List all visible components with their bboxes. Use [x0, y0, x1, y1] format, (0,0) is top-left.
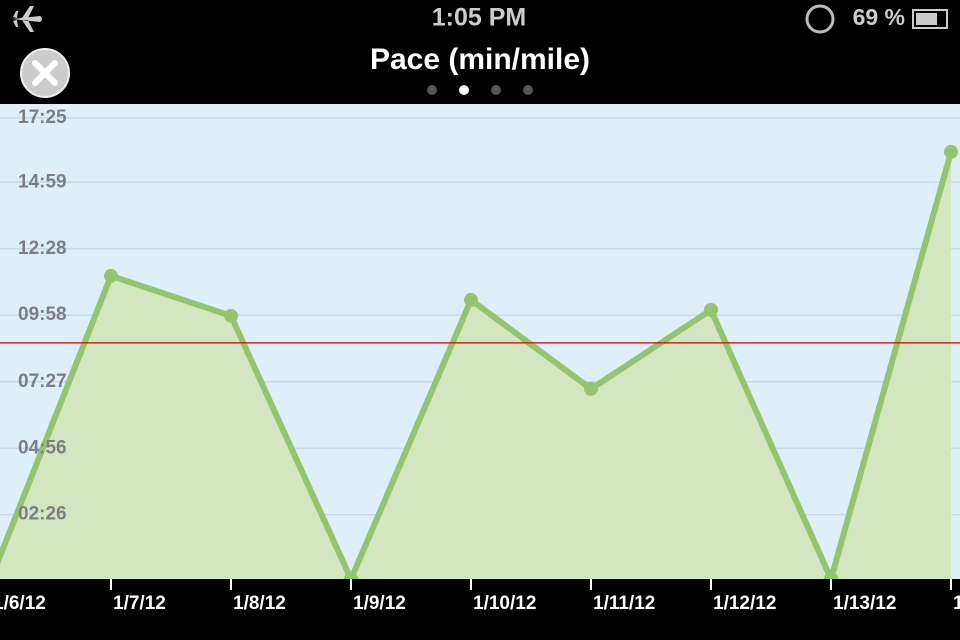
status-time: 1:05 PM [432, 4, 526, 32]
chart-title: Pace (min/mile) [370, 43, 590, 76]
x-tick-label: 1/8/12 [233, 593, 286, 614]
x-tick-label: 1/11/12 [593, 593, 655, 614]
point [584, 381, 598, 396]
y-tick-label: 12:28 [18, 238, 67, 259]
battery-level [916, 13, 937, 25]
x-tick-label: 1/13/12 [833, 593, 896, 614]
y-tick-label: 17:25 [18, 107, 67, 128]
chart: 02:26 04:56 07:27 09:58 12:28 14:59 17:25 1/6/1… [0, 107, 960, 640]
x-tick-label: 1/14/12 [953, 593, 960, 614]
rotation-lock-icon [805, 4, 835, 34]
x-tick-label: 1/7/12 [113, 593, 166, 614]
page-dot[interactable] [523, 85, 533, 95]
battery-icon [912, 9, 948, 29]
close-icon [32, 60, 58, 86]
point [104, 268, 118, 283]
x-tick-label: 1/9/12 [353, 593, 406, 614]
y-tick-label: 02:26 [18, 504, 67, 525]
x-axis-band [0, 579, 960, 640]
y-tick-label: 04:56 [18, 437, 67, 458]
point [464, 292, 478, 307]
point [944, 144, 958, 159]
x-tick-label: 1/12/12 [713, 593, 776, 614]
point [224, 308, 238, 323]
page-dot[interactable] [491, 85, 501, 95]
area-fill [0, 151, 951, 579]
page-dot[interactable] [427, 85, 437, 95]
y-tick-label: 09:58 [18, 304, 67, 325]
airplane-icon [12, 6, 42, 32]
battery-percent: 69 % [853, 4, 905, 30]
page-dot-active[interactable] [459, 85, 469, 95]
x-tick-label: 1/10/12 [473, 593, 536, 614]
x-tick-label: 1/6/12 [0, 593, 46, 614]
point [704, 302, 718, 317]
y-tick-label: 14:59 [18, 171, 67, 192]
y-tick-label: 07:27 [18, 371, 67, 392]
